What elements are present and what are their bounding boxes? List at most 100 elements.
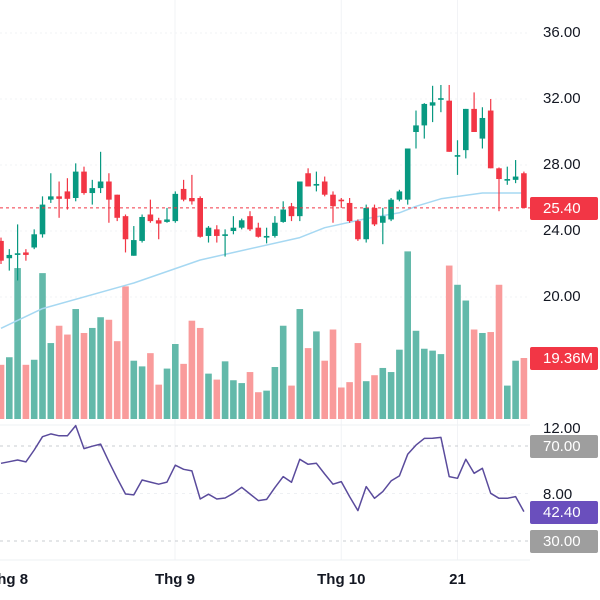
volume-bar: [404, 251, 411, 419]
volume-bar: [221, 361, 229, 419]
volume-bar: [180, 363, 187, 419]
rsi-lower-level-tag: 30.00: [530, 530, 598, 553]
volume-bar: [188, 320, 196, 419]
volume-bar: [47, 343, 55, 419]
volume-bar: [113, 341, 121, 419]
candle-body: [454, 155, 461, 157]
candle-body: [429, 102, 436, 106]
volume-bar: [246, 372, 254, 419]
volume-bar: [454, 284, 461, 419]
candle-body: [388, 199, 394, 220]
candle-body: [297, 181, 303, 217]
volume-bar: [304, 348, 312, 419]
candle-body: [97, 181, 104, 189]
candle-body: [238, 220, 245, 228]
candle-body: [214, 229, 220, 236]
candle-body: [81, 171, 87, 194]
price-tick: 28.00: [543, 156, 581, 173]
volume-bar: [437, 354, 445, 419]
volume-bar: [379, 367, 387, 419]
volume-bar: [362, 381, 370, 419]
candle-body: [0, 240, 4, 261]
candlesticks: [0, 84, 527, 281]
candle-body: [504, 179, 511, 181]
candle-body: [404, 148, 411, 200]
volume-bar: [196, 327, 204, 419]
volume-bar: [97, 317, 104, 419]
price-tick: 36.00: [543, 24, 581, 41]
volume-bar: [39, 273, 46, 419]
volume-bar: [22, 364, 30, 419]
volume-bar: [279, 325, 287, 419]
volume-bar: [396, 349, 403, 419]
volume-bar: [30, 359, 38, 419]
candle-body: [23, 252, 29, 255]
candle-body: [280, 209, 286, 222]
candle-body: [355, 221, 361, 240]
price-tick: 12.00: [543, 420, 581, 437]
candle-body: [363, 207, 369, 240]
candle-body: [438, 98, 444, 100]
candle-body: [487, 110, 494, 169]
candle-body: [197, 198, 203, 237]
volume-bar: [255, 392, 262, 419]
candle-body: [147, 214, 154, 222]
volume-bar: [155, 384, 162, 419]
volume-bar: [205, 373, 212, 419]
rsi-value-tag: 42.40: [530, 500, 598, 524]
candle-body: [479, 117, 486, 139]
candle-body: [31, 234, 37, 248]
candle-body: [39, 204, 46, 235]
volume-bar: [55, 325, 63, 419]
volume-bar: [479, 332, 486, 419]
candle-body: [205, 227, 212, 236]
candle-body: [72, 171, 79, 198]
candle-body: [106, 181, 112, 200]
candle-body: [305, 173, 311, 187]
candle-body: [421, 103, 428, 126]
volume-bar: [6, 357, 13, 419]
volume-bar: [470, 329, 478, 419]
volume-bar: [14, 268, 21, 419]
rsi-pane: [0, 424, 530, 542]
time-label: 21: [449, 571, 466, 588]
candle-body: [446, 100, 452, 152]
price-tick: 20.00: [543, 288, 581, 305]
moving-average-line: [0, 192, 524, 329]
volume-bar: [163, 368, 171, 419]
last-volume-tag: 19.36M: [530, 347, 598, 370]
volume-bar: [462, 300, 470, 419]
volume-bar: [288, 385, 295, 419]
volume-bar: [371, 375, 378, 419]
candle-body: [189, 198, 195, 202]
volume-bar: [495, 284, 503, 419]
volume-bar: [230, 380, 237, 419]
candle-body: [380, 216, 386, 223]
candle-body: [139, 216, 145, 241]
price-tick: 24.00: [543, 222, 581, 239]
volume-bars: [0, 251, 528, 419]
time-label: Thg 9: [154, 571, 195, 588]
volume-bar: [313, 331, 320, 419]
candle-body: [321, 181, 328, 195]
price-tick: 32.00: [543, 90, 581, 107]
candle-body: [255, 227, 262, 237]
candle-body: [122, 216, 129, 240]
volume-bar: [263, 390, 270, 419]
candle-body: [48, 196, 54, 200]
volume-bar: [105, 319, 113, 419]
candle-body: [247, 216, 253, 230]
volume-bar: [512, 360, 519, 419]
volume-bar: [354, 343, 362, 419]
volume-bar: [338, 387, 345, 419]
volume-bar: [130, 360, 138, 419]
candle-body: [521, 173, 527, 208]
volume-bar: [0, 364, 5, 419]
candle-body: [230, 227, 237, 231]
volume-bar: [445, 265, 453, 419]
time-label: Thg 8: [0, 571, 29, 588]
volume-bar: [520, 358, 528, 419]
candle-body: [180, 188, 187, 200]
